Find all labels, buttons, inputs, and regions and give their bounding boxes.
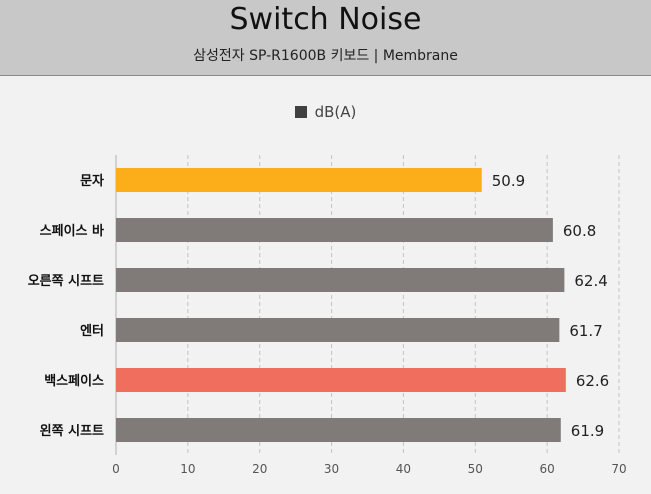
- value-label: 50.9: [492, 172, 525, 190]
- x-tick-label: 60: [540, 462, 555, 476]
- value-label: 61.7: [569, 322, 602, 340]
- bar: [116, 268, 565, 292]
- x-tick-label: 20: [252, 462, 267, 476]
- bar: [116, 218, 553, 242]
- value-label: 60.8: [563, 222, 596, 240]
- bar: [116, 168, 482, 192]
- category-label: 문자: [80, 174, 104, 189]
- chart-legend: dB(A): [0, 103, 651, 121]
- x-tick-label: 0: [112, 462, 120, 476]
- value-label: 62.6: [576, 372, 609, 390]
- bar: [116, 418, 561, 442]
- category-label: 엔터: [80, 323, 104, 339]
- bar: [116, 318, 560, 342]
- category-label: 스페이스 바: [40, 223, 104, 239]
- x-tick-label: 50: [468, 462, 483, 476]
- x-tick-label: 40: [396, 462, 411, 476]
- value-label: 61.9: [571, 422, 604, 440]
- legend-label: dB(A): [314, 103, 357, 121]
- chart-header: Switch Noise 삼성전자 SP-R1600B 키보드 | Membra…: [0, 0, 651, 76]
- category-label: 백스페이스: [44, 373, 104, 389]
- category-label: 왼쪽 시프트: [40, 424, 104, 439]
- chart-subtitle: 삼성전자 SP-R1600B 키보드 | Membrane: [193, 48, 458, 64]
- x-tick-label: 70: [611, 462, 626, 476]
- x-tick-label: 10: [180, 462, 195, 476]
- chart-title: Switch Noise: [229, 2, 422, 37]
- x-tick-label: 30: [324, 462, 339, 476]
- category-label: 오른쪽 시프트: [28, 274, 104, 289]
- legend-swatch: [294, 106, 307, 118]
- value-label: 62.4: [574, 272, 607, 290]
- bar: [116, 368, 566, 392]
